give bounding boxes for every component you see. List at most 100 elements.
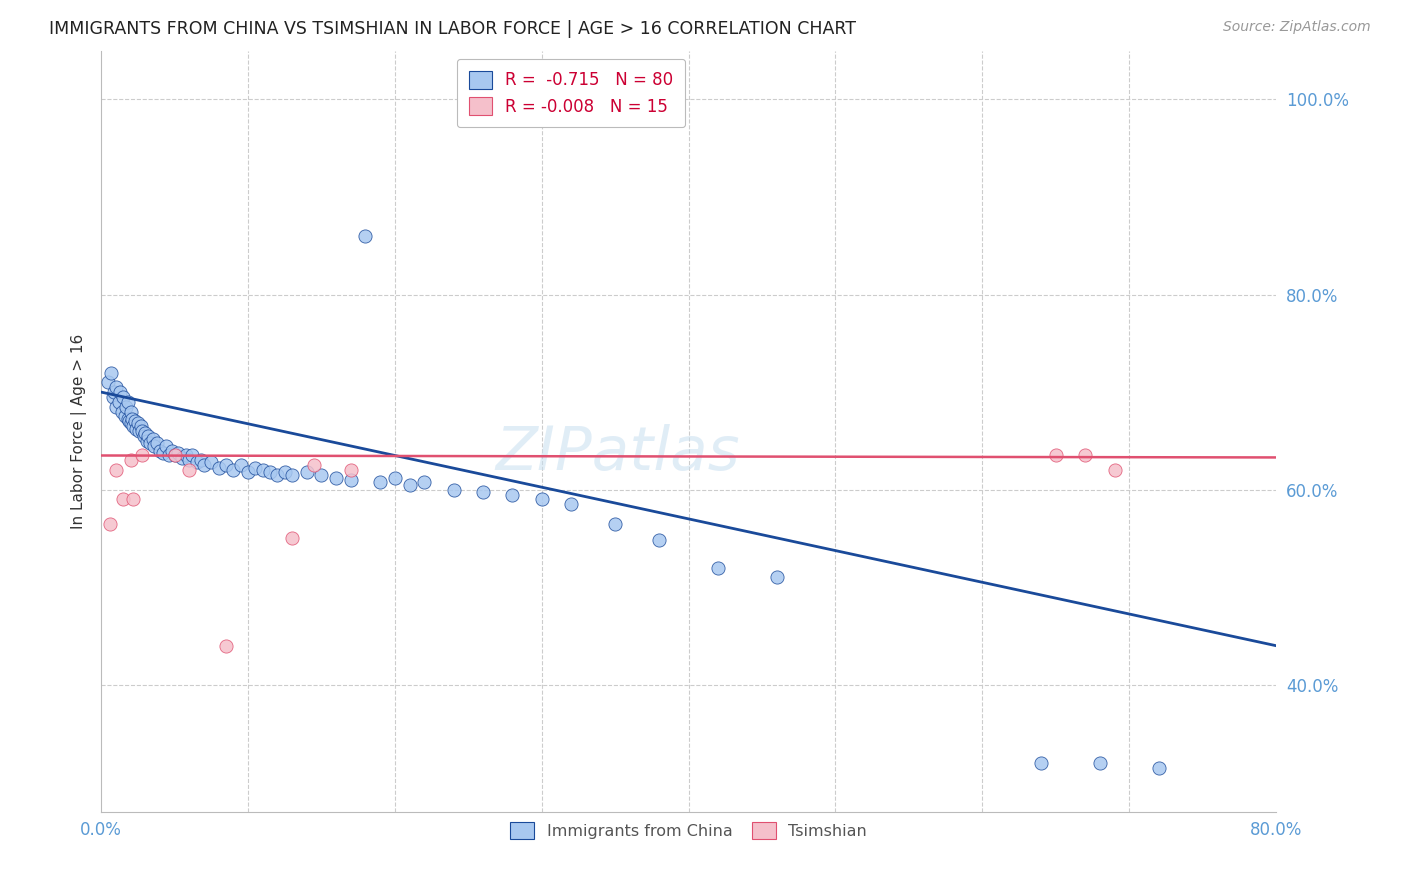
Point (398, 477, 420, 491)
Point (472, 484, 495, 499)
Point (120, 453, 142, 467)
Point (104, 400, 127, 414)
Point (117, 394, 139, 409)
Point (193, 458, 215, 473)
Point (340, 473, 363, 487)
Point (1029, 756, 1052, 770)
Point (111, 404, 134, 418)
Point (215, 458, 238, 473)
Point (252, 463, 274, 477)
Point (143, 439, 166, 453)
Point (340, 463, 363, 477)
Y-axis label: In Labor Force | Age > 16: In Labor Force | Age > 16 (72, 334, 87, 529)
Point (707, 560, 730, 574)
Point (368, 475, 391, 489)
Point (118, 414, 141, 428)
Point (215, 639, 238, 653)
Point (170, 451, 193, 466)
Point (266, 468, 288, 483)
Point (166, 445, 188, 459)
Point (245, 461, 267, 475)
Point (97, 376, 120, 390)
Point (181, 449, 204, 463)
Point (1104, 463, 1126, 477)
Point (229, 458, 252, 473)
Point (259, 465, 281, 479)
Point (127, 417, 149, 431)
Point (501, 487, 523, 501)
Point (152, 445, 174, 459)
Point (155, 439, 177, 453)
Point (131, 449, 153, 463)
Point (176, 449, 198, 463)
Point (160, 443, 183, 458)
Point (163, 449, 186, 463)
Point (129, 419, 152, 434)
Point (112, 390, 135, 404)
Point (98, 516, 121, 531)
Point (765, 570, 787, 584)
Point (281, 532, 304, 546)
Point (128, 424, 150, 438)
Point (104, 463, 127, 477)
Point (117, 412, 139, 426)
Point (135, 434, 157, 448)
Point (1045, 449, 1067, 463)
Point (302, 458, 325, 473)
Point (1074, 449, 1097, 463)
Point (149, 443, 172, 458)
Text: Source: ZipAtlas.com: Source: ZipAtlas.com (1223, 20, 1371, 34)
Text: ZIPatlas: ZIPatlas (496, 425, 741, 483)
Point (100, 366, 122, 380)
Point (222, 463, 245, 477)
Point (236, 465, 259, 479)
Point (125, 422, 148, 436)
Point (179, 453, 201, 467)
Point (560, 497, 582, 511)
Point (1147, 761, 1170, 775)
Point (101, 390, 124, 404)
Point (132, 429, 155, 443)
Point (138, 435, 160, 450)
Point (157, 449, 180, 463)
Point (384, 471, 406, 485)
Point (104, 380, 127, 394)
Point (295, 465, 318, 479)
Point (120, 404, 142, 418)
Point (605, 516, 627, 531)
Point (134, 425, 156, 440)
Point (190, 453, 212, 467)
Legend: Immigrants from China, Tsimshian: Immigrants from China, Tsimshian (503, 816, 873, 846)
Point (146, 435, 169, 450)
Point (110, 385, 132, 400)
Point (413, 475, 436, 489)
Point (274, 465, 297, 479)
Point (120, 417, 142, 431)
Point (114, 409, 136, 424)
Point (1088, 756, 1111, 770)
Text: IMMIGRANTS FROM CHINA VS TSIMSHIAN IN LABOR FORCE | AGE > 16 CORRELATION CHART: IMMIGRANTS FROM CHINA VS TSIMSHIAN IN LA… (49, 20, 856, 37)
Point (121, 412, 143, 426)
Point (443, 483, 465, 497)
Point (122, 419, 145, 434)
Point (112, 492, 135, 507)
Point (141, 432, 163, 446)
Point (124, 414, 146, 428)
Point (122, 492, 145, 507)
Point (136, 429, 159, 443)
Point (648, 533, 671, 548)
Point (163, 449, 186, 463)
Point (179, 463, 201, 477)
Point (186, 455, 208, 469)
Point (131, 424, 153, 438)
Point (530, 492, 553, 507)
Point (107, 394, 129, 409)
Point (200, 455, 222, 469)
Point (281, 468, 304, 483)
Point (115, 400, 138, 414)
Point (207, 461, 229, 475)
Point (354, 229, 377, 244)
Point (325, 471, 347, 485)
Point (311, 468, 333, 483)
Point (103, 385, 125, 400)
